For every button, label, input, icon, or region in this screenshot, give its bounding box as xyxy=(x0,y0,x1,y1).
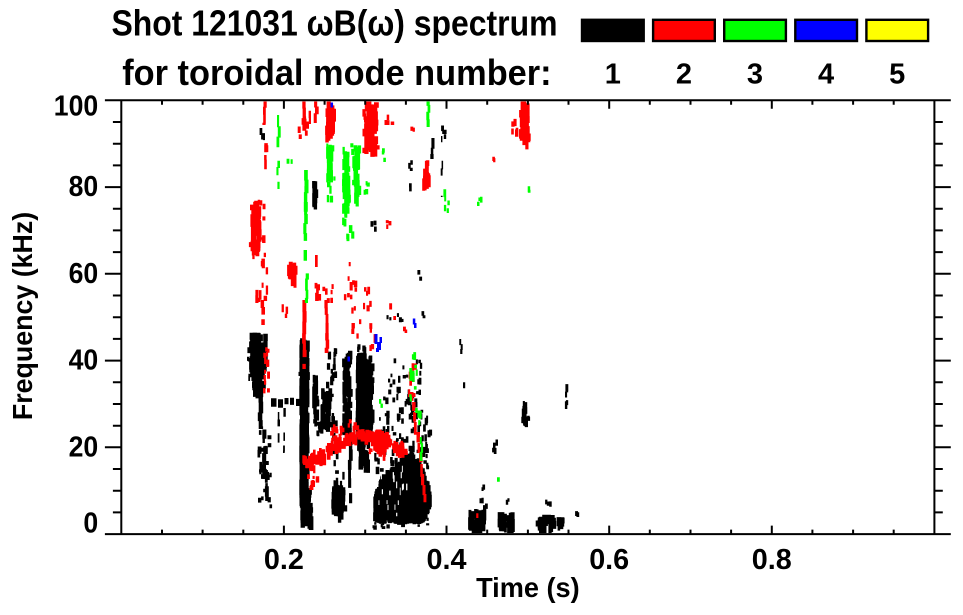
svg-text:0.6: 0.6 xyxy=(589,544,629,576)
svg-text:0: 0 xyxy=(83,508,98,540)
svg-text:3: 3 xyxy=(747,59,763,91)
svg-text:1: 1 xyxy=(605,59,621,91)
svg-text:0.4: 0.4 xyxy=(427,544,467,576)
svg-text:4: 4 xyxy=(818,59,834,91)
svg-text:Shot 121031 ωB(ω) spectrum: Shot 121031 ωB(ω) spectrum xyxy=(112,4,558,44)
svg-text:Time (s): Time (s) xyxy=(476,572,580,603)
svg-text:100: 100 xyxy=(54,91,98,123)
svg-text:0.2: 0.2 xyxy=(264,544,304,576)
svg-text:60: 60 xyxy=(69,258,99,290)
svg-text:20: 20 xyxy=(69,431,99,463)
svg-text:for toroidal mode number:: for toroidal mode number: xyxy=(122,53,551,93)
svg-text:0.8: 0.8 xyxy=(752,544,792,576)
svg-text:5: 5 xyxy=(889,59,905,91)
svg-text:Frequency (kHz): Frequency (kHz) xyxy=(7,212,38,420)
svg-text:40: 40 xyxy=(69,345,99,377)
svg-text:80: 80 xyxy=(69,171,99,203)
svg-text:2: 2 xyxy=(676,59,692,91)
